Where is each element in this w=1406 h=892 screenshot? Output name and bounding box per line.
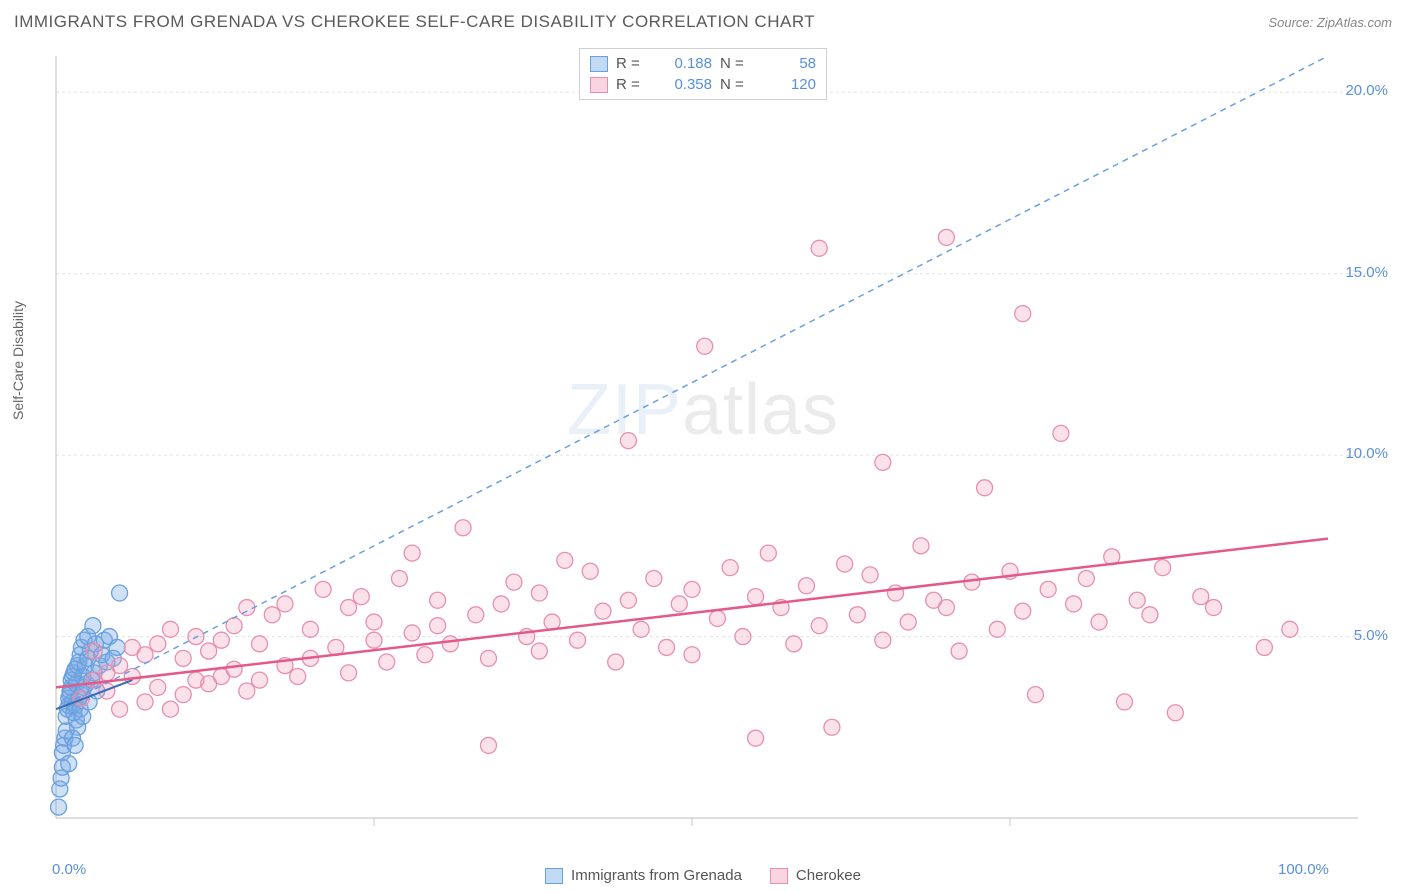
legend-correlation: R = 0.188 N = 58 R = 0.358 N = 120 xyxy=(579,48,827,100)
legend-row-blue: R = 0.188 N = 58 xyxy=(590,53,816,74)
r-value: 0.358 xyxy=(656,76,712,93)
legend-item-cherokee: Cherokee xyxy=(770,867,861,884)
chart-title: IMMIGRANTS FROM GRENADA VS CHEROKEE SELF… xyxy=(14,12,815,32)
legend-swatch-pink xyxy=(590,77,608,93)
n-label: N = xyxy=(720,76,752,93)
x-tick-label: 100.0% xyxy=(1278,861,1329,878)
y-tick-label: 20.0% xyxy=(1345,82,1388,99)
legend-label: Cherokee xyxy=(796,867,861,884)
legend-swatch-pink-icon xyxy=(770,868,788,884)
legend-item-grenada: Immigrants from Grenada xyxy=(545,867,742,884)
legend-swatch-blue-icon xyxy=(545,868,563,884)
legend-swatch-blue xyxy=(590,56,608,72)
r-label: R = xyxy=(616,76,648,93)
n-label: N = xyxy=(720,55,752,72)
r-value: 0.188 xyxy=(656,55,712,72)
legend-label: Immigrants from Grenada xyxy=(571,867,742,884)
r-label: R = xyxy=(616,55,648,72)
n-value: 120 xyxy=(760,76,816,93)
source-label: Source: ZipAtlas.com xyxy=(1268,15,1392,30)
x-tick-label: 0.0% xyxy=(52,861,86,878)
y-axis-label: Self-Care Disability xyxy=(10,301,26,420)
y-tick-label: 10.0% xyxy=(1345,445,1388,462)
n-value: 58 xyxy=(760,55,816,72)
y-tick-label: 5.0% xyxy=(1354,627,1388,644)
y-tick-label: 15.0% xyxy=(1345,264,1388,281)
legend-series: Immigrants from Grenada Cherokee xyxy=(545,867,861,884)
scatter-plot xyxy=(48,48,1368,838)
legend-row-pink: R = 0.358 N = 120 xyxy=(590,74,816,95)
